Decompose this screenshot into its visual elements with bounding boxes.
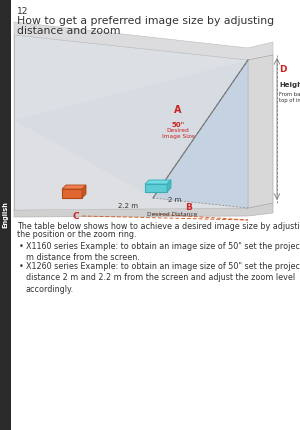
- Polygon shape: [167, 180, 171, 192]
- Text: B: B: [185, 203, 192, 212]
- Text: •: •: [19, 242, 24, 251]
- Text: 2 m: 2 m: [168, 197, 182, 203]
- Text: From base to
top of image: From base to top of image: [279, 92, 300, 103]
- Polygon shape: [145, 180, 171, 184]
- Text: A: A: [174, 105, 182, 115]
- Text: How to get a preferred image size by adjusting: How to get a preferred image size by adj…: [17, 16, 274, 26]
- Polygon shape: [153, 60, 248, 208]
- Text: C: C: [73, 212, 79, 221]
- Text: 50": 50": [171, 122, 184, 128]
- Polygon shape: [62, 189, 82, 198]
- Text: X1160 series Example: to obtain an image size of 50" set the projector at 2
m di: X1160 series Example: to obtain an image…: [26, 242, 300, 262]
- Text: the position or the zoom ring.: the position or the zoom ring.: [17, 230, 136, 239]
- Text: Desired
Image Size: Desired Image Size: [162, 128, 194, 139]
- Text: Desired Distance: Desired Distance: [147, 212, 197, 217]
- Polygon shape: [145, 184, 167, 192]
- Polygon shape: [14, 203, 273, 217]
- Polygon shape: [14, 60, 248, 210]
- Polygon shape: [14, 22, 273, 60]
- Polygon shape: [14, 35, 248, 210]
- Text: English: English: [2, 202, 8, 228]
- Polygon shape: [62, 185, 86, 189]
- Polygon shape: [82, 185, 86, 198]
- Text: •: •: [19, 262, 24, 271]
- Polygon shape: [14, 35, 248, 198]
- Text: Height: Height: [279, 82, 300, 88]
- Polygon shape: [248, 55, 273, 208]
- Bar: [0, 0, 11, 430]
- Text: 2.2 m: 2.2 m: [118, 203, 138, 209]
- Text: X1260 series Example: to obtain an image size of 50" set the projector at a
dist: X1260 series Example: to obtain an image…: [26, 262, 300, 294]
- Text: D: D: [279, 65, 286, 74]
- Text: 12: 12: [17, 7, 28, 16]
- Text: The table below shows how to achieve a desired image size by adjusting either: The table below shows how to achieve a d…: [17, 222, 300, 231]
- Text: distance and zoom: distance and zoom: [17, 26, 121, 36]
